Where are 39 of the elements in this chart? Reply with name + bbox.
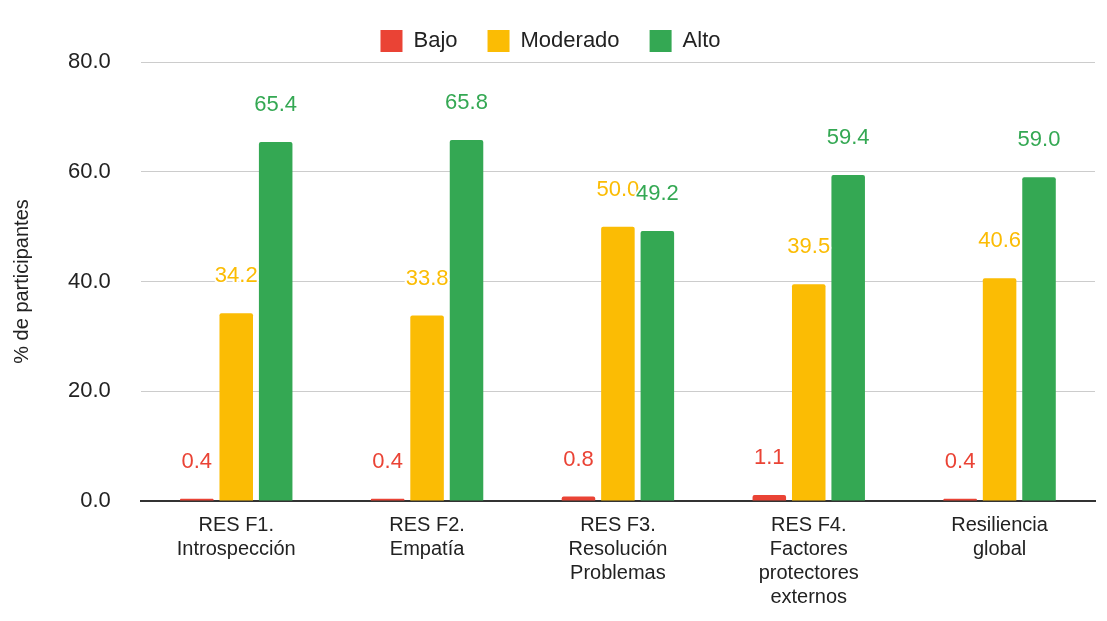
bar xyxy=(410,315,444,501)
y-tick-label: 80.0 xyxy=(67,48,111,74)
data-label: 59.4 xyxy=(826,124,870,150)
legend-label: Alto xyxy=(682,27,721,53)
data-label: 65.4 xyxy=(254,91,298,117)
legend-label: Moderado xyxy=(520,27,620,53)
x-tick-label: RES F3. Resolución Problemas xyxy=(568,512,668,583)
bar xyxy=(561,496,596,501)
y-tick-label: 60.0 xyxy=(67,157,111,183)
x-tick-label: RES F4. Factores protectores externos xyxy=(758,512,859,607)
bar xyxy=(1022,177,1056,501)
bar xyxy=(601,226,635,501)
legend-label: Bajo xyxy=(413,27,458,53)
data-label: 34.2 xyxy=(214,262,258,288)
data-label: 0.4 xyxy=(944,447,976,473)
data-label: 33.8 xyxy=(405,264,449,290)
bar xyxy=(831,175,865,501)
y-axis-title: % de participantes xyxy=(9,199,32,364)
bar xyxy=(752,494,787,501)
data-label: 40.6 xyxy=(978,227,1021,253)
data-label: 1.1 xyxy=(754,444,785,470)
x-tick-label: RES F2. Empatía xyxy=(389,512,466,559)
y-tick-label: 40.0 xyxy=(67,267,111,293)
x-tick-label: Resiliencia global xyxy=(951,512,1049,559)
bar xyxy=(982,278,1017,501)
data-label: 39.5 xyxy=(787,233,831,259)
y-tick-label: 20.0 xyxy=(67,377,111,403)
bar xyxy=(258,142,293,501)
bar xyxy=(640,231,675,501)
data-label: 0.4 xyxy=(372,447,403,473)
bar xyxy=(449,139,484,501)
y-tick-label: 0.0 xyxy=(80,487,111,513)
bar xyxy=(219,313,253,501)
data-label: 0.8 xyxy=(563,445,594,471)
data-label: 0.4 xyxy=(181,447,213,473)
data-label: 59.0 xyxy=(1017,126,1061,152)
x-tick-label: RES F1. Introspección xyxy=(176,512,296,559)
bar xyxy=(791,284,826,501)
data-label: 65.8 xyxy=(445,88,488,114)
